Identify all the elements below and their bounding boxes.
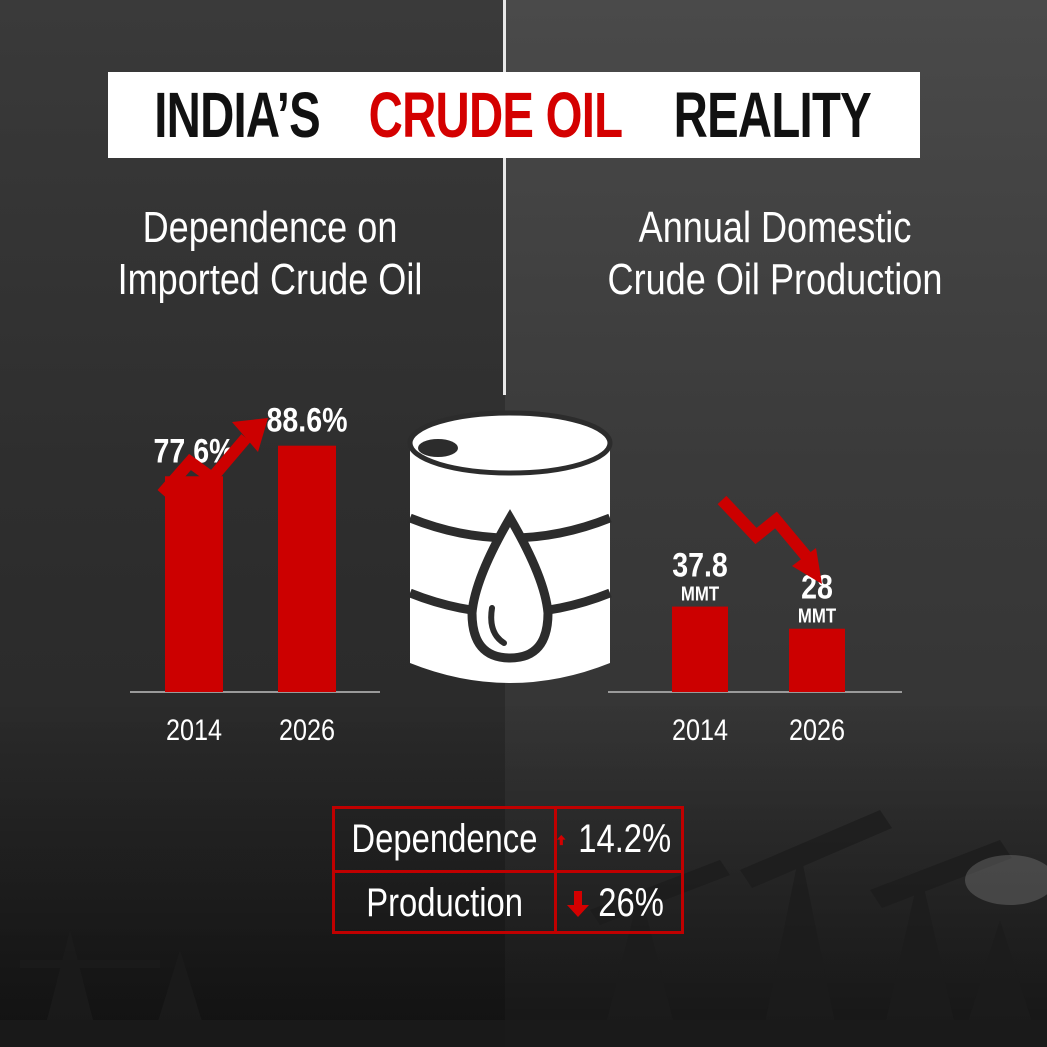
oil-field-silhouette xyxy=(0,700,1047,1047)
chart-0-bar-2014 xyxy=(165,476,223,692)
right-chart-heading-line-1: Annual Domestic xyxy=(638,203,912,252)
summary-row-production: Production 26% xyxy=(335,873,681,934)
chart-0-data-label-2026: 88.6% xyxy=(267,401,348,439)
summary-label-dependence: Dependence xyxy=(351,817,538,861)
chart-1-tick-label-2014: 2014 xyxy=(672,713,728,747)
up-arrow-icon xyxy=(557,834,566,845)
chart-1-tick-label-2026: 2026 xyxy=(789,713,845,747)
chart-1-unit-label-2026: MMT xyxy=(798,604,837,627)
chart-1-bar-2014 xyxy=(672,606,728,692)
summary-value-dependence: 14.2% xyxy=(577,817,671,861)
chart-0-bar-2026 xyxy=(278,445,336,692)
left-chart-heading-line-2: Imported Crude Oil xyxy=(117,255,423,304)
trend-up-arrow-icon xyxy=(157,434,251,498)
chart-1-unit-label-2014: MMT xyxy=(681,582,720,605)
summary-table: Dependence 14.2% Production 26% xyxy=(332,806,684,934)
oil-barrel-icon xyxy=(407,410,613,683)
chart-0-tick-label-2014: 2014 xyxy=(166,713,222,747)
center-divider xyxy=(503,0,506,395)
title-part-3: REALITY xyxy=(673,79,872,151)
summary-row-dependence: Dependence 14.2% xyxy=(335,809,681,873)
down-arrow-icon xyxy=(566,890,589,917)
chart-1-data-label-2014: 37.8 xyxy=(672,546,728,584)
right-chart-heading: Annual Domestic Crude Oil Production xyxy=(586,202,963,306)
trend-up-arrowhead-icon xyxy=(232,418,268,452)
left-chart-heading-line-1: Dependence on xyxy=(142,203,398,252)
right-chart-heading-line-2: Crude Oil Production xyxy=(607,255,943,304)
title-part-1: INDIA’S xyxy=(154,79,321,151)
trend-down-arrowhead-icon xyxy=(792,548,822,584)
chart-1-bar-2026 xyxy=(789,628,845,692)
chart-0-tick-label-2026: 2026 xyxy=(279,713,335,747)
oil-drop-icon xyxy=(467,509,553,663)
summary-value-production: 26% xyxy=(598,881,664,925)
title-part-2: CRUDE OIL xyxy=(368,79,623,151)
page-title: INDIA’S CRUDE OIL REALITY xyxy=(108,72,920,158)
summary-label-production: Production xyxy=(366,881,523,925)
left-chart-heading: Dependence on Imported Crude Oil xyxy=(81,202,458,306)
trend-down-arrow-icon xyxy=(717,495,811,560)
